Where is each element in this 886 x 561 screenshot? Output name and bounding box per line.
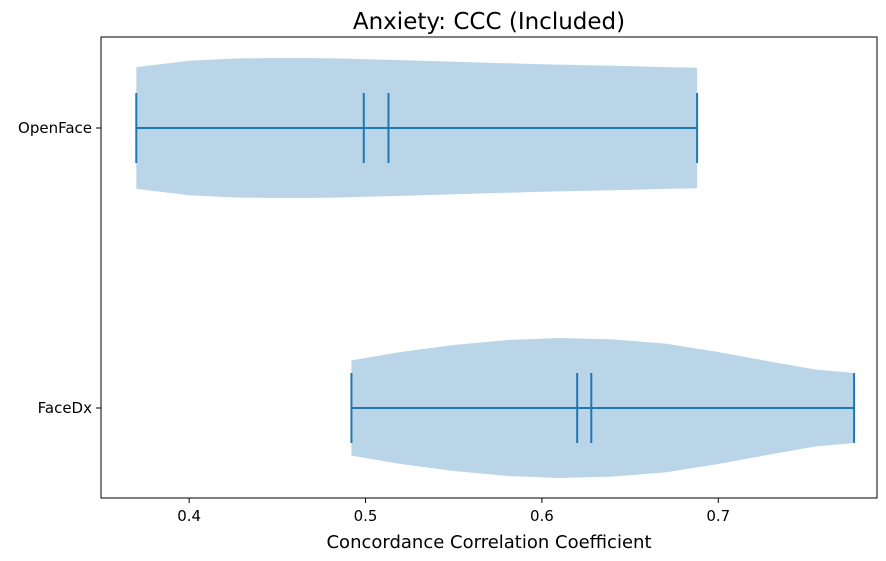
x-tick-label: 0.7 xyxy=(706,507,730,525)
y-axis-ticks: OpenFace FaceDx xyxy=(18,119,101,417)
violins xyxy=(135,58,856,478)
y-tick-label: FaceDx xyxy=(38,399,92,417)
y-tick-label: OpenFace xyxy=(18,119,92,137)
x-tick-label: 0.5 xyxy=(354,507,378,525)
x-tick-label: 0.4 xyxy=(177,507,201,525)
plot-frame xyxy=(100,36,878,499)
x-tick-label: 0.6 xyxy=(530,507,554,525)
x-axis-ticks: 0.4 0.5 0.6 0.7 xyxy=(177,498,730,525)
chart-title: Anxiety: CCC (Included) xyxy=(353,9,625,35)
x-axis-label: Concordance Correlation Coefficient xyxy=(326,532,651,553)
